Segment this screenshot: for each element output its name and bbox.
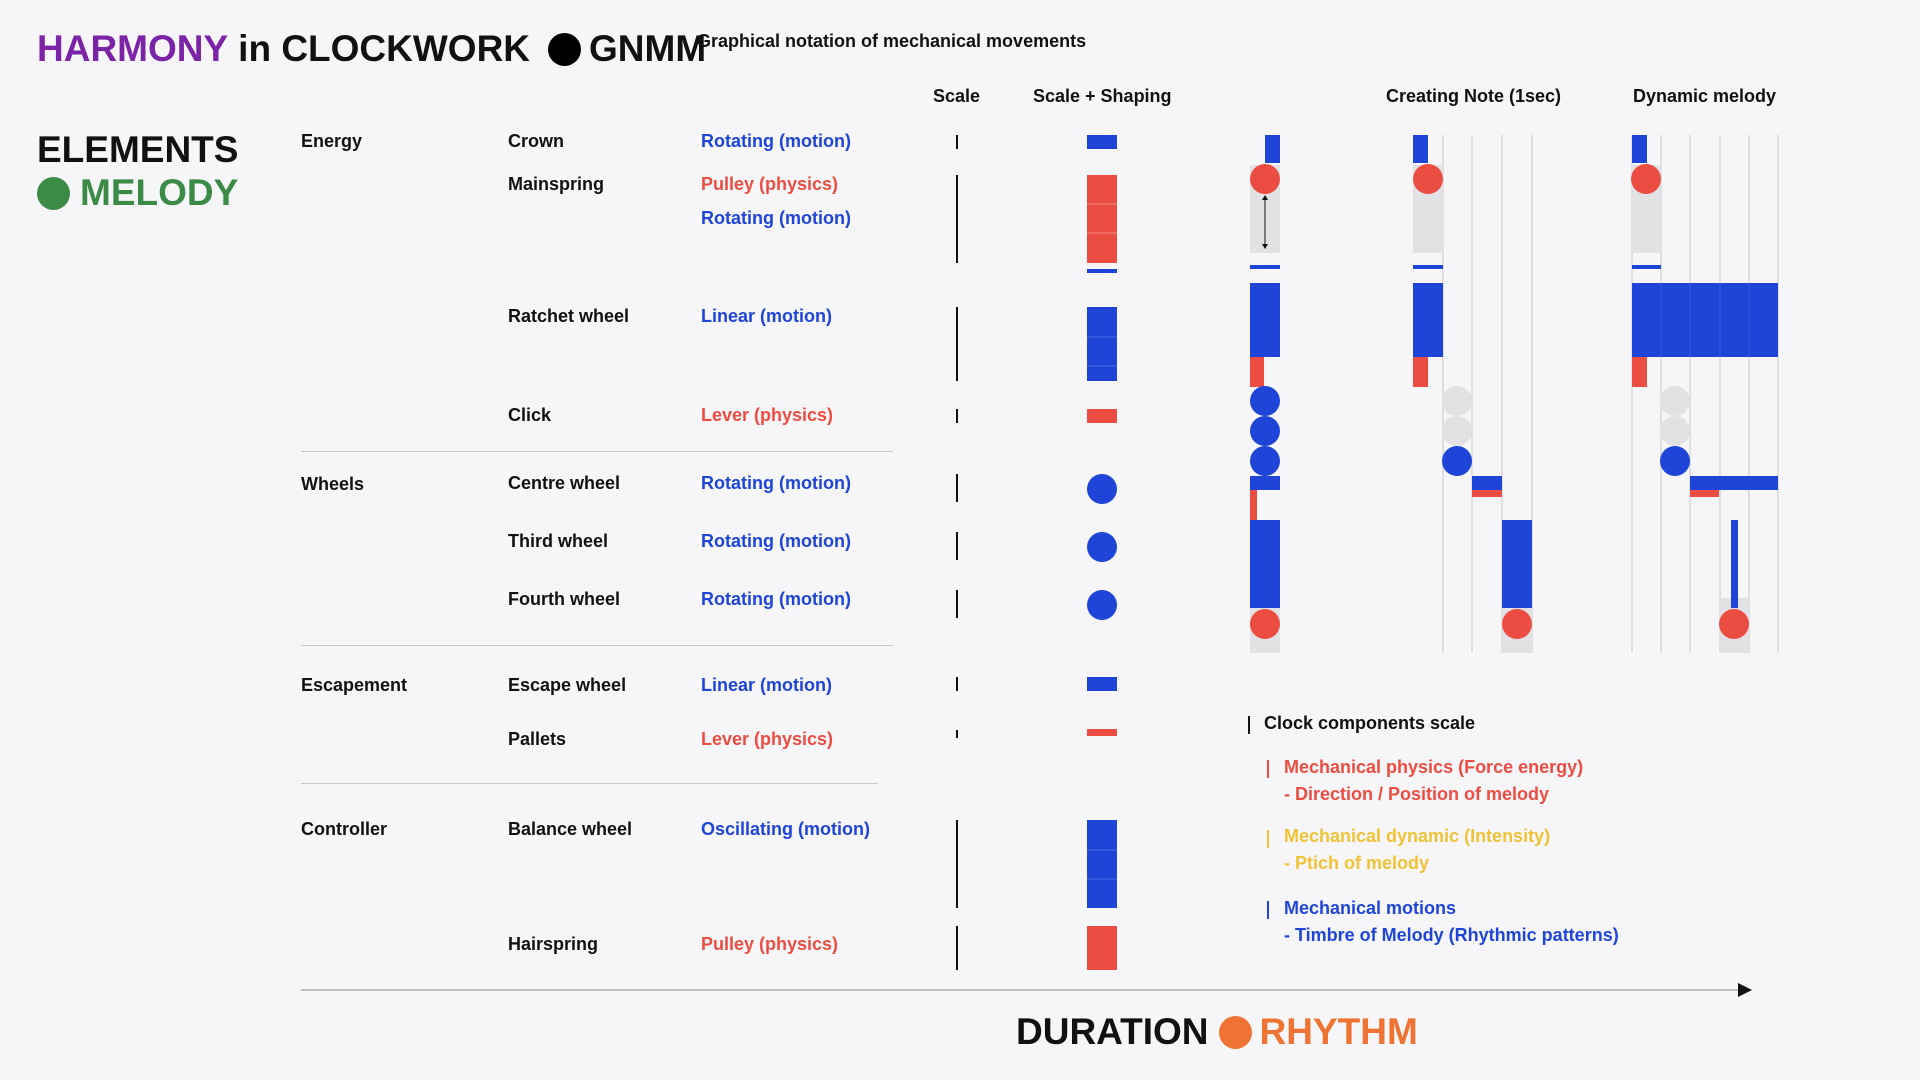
group-escapement: Escapement — [301, 675, 408, 695]
col-header-creating-note: Creating Note (1sec) — [1386, 86, 1562, 106]
legend-motion-1: Mechanical motions — [1284, 898, 1457, 918]
type-mainspring-2: Rotating (motion) — [701, 208, 851, 228]
melody-text: MELODY — [80, 172, 239, 213]
legend-markers — [1248, 716, 1269, 919]
separator-line — [301, 451, 893, 452]
legend-dynamic-2: - Ptich of melody — [1284, 853, 1430, 873]
component-mainspring: Mainspring — [508, 174, 605, 194]
legend-dynamic-1: Mechanical dynamic (Intensity) — [1284, 826, 1551, 846]
component-third-wheel: Third wheel — [508, 531, 609, 551]
creating-note-marks — [1413, 135, 1532, 653]
separator-line — [301, 645, 893, 646]
type-escape-wheel: Linear (motion) — [701, 675, 832, 695]
col-header-scale: Scale — [933, 86, 981, 106]
creating-note-grid — [1442, 135, 1533, 653]
component-pallets: Pallets — [508, 729, 567, 749]
component-fourth-wheel: Fourth wheel — [508, 589, 620, 609]
type-crown: Rotating (motion) — [701, 131, 851, 151]
elements-label: ELEMENTS — [37, 129, 239, 170]
separator-line — [301, 783, 878, 784]
type-pallets: Lever (physics) — [701, 729, 834, 749]
footer-duration-rhythm: DURATION RHYTHM — [1016, 1011, 1418, 1053]
orange-dot-icon — [1218, 1015, 1252, 1049]
component-centre-wheel: Centre wheel — [508, 473, 621, 493]
duration-axis — [301, 983, 1752, 997]
component-click: Click — [508, 405, 552, 425]
melody-label: MELODY — [37, 172, 238, 214]
legend-physics-1: Mechanical physics (Force energy) — [1284, 757, 1584, 777]
type-third-wheel: Rotating (motion) — [701, 531, 851, 551]
title-gnmm: GNMM — [589, 28, 707, 69]
scale-shaping-marks — [1087, 135, 1117, 970]
legend-physics-2: - Direction / Position of melody — [1284, 784, 1550, 804]
page-subtitle: Graphical notation of mechanical movemen… — [697, 31, 1087, 51]
footer-rhythm: RHYTHM — [1259, 1011, 1418, 1052]
title-harmony: HARMONY — [37, 28, 229, 69]
notation-column-a — [1250, 135, 1280, 653]
dynamic-melody-marks — [1631, 135, 1778, 653]
dynamic-melody-grid — [1631, 135, 1779, 653]
page-title: HARMONY in CLOCKWORK GNMM — [37, 28, 706, 70]
type-fourth-wheel: Rotating (motion) — [701, 589, 851, 609]
col-header-dynamic-melody: Dynamic melody — [1633, 86, 1777, 106]
component-crown: Crown — [508, 131, 564, 151]
group-energy: Energy — [301, 131, 363, 151]
component-hairspring: Hairspring — [508, 934, 599, 954]
legend-title: Clock components scale — [1264, 713, 1476, 733]
col-header-scale-shaping: Scale + Shaping — [1033, 86, 1172, 106]
component-balance-wheel: Balance wheel — [508, 819, 633, 839]
component-ratchet-wheel: Ratchet wheel — [508, 306, 630, 326]
footer-duration: DURATION — [1016, 1011, 1209, 1052]
title-in-clockwork: in CLOCKWORK — [238, 28, 531, 69]
group-wheels: Wheels — [301, 474, 365, 494]
type-balance-wheel: Oscillating (motion) — [701, 819, 870, 839]
component-escape-wheel: Escape wheel — [508, 675, 627, 695]
legend-motion-2: - Timbre of Melody (Rhythmic patterns) — [1284, 925, 1619, 945]
type-click: Lever (physics) — [701, 405, 834, 425]
type-centre-wheel: Rotating (motion) — [701, 473, 851, 493]
scale-ticks — [956, 135, 958, 970]
group-controller: Controller — [301, 819, 388, 839]
black-dot-icon — [548, 32, 582, 66]
type-hairspring: Pulley (physics) — [701, 934, 839, 954]
type-mainspring: Pulley (physics) — [701, 174, 839, 194]
type-ratchet-wheel: Linear (motion) — [701, 306, 832, 326]
green-dot-icon — [37, 176, 70, 210]
